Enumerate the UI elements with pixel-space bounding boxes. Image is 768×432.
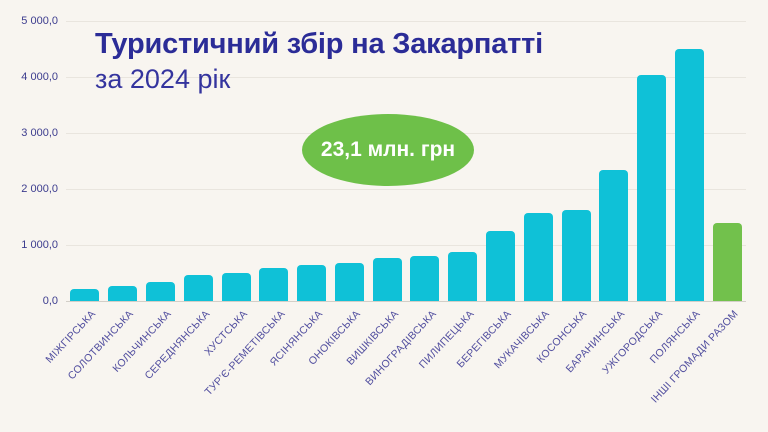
y-axis-label: 2 000,0 [21, 182, 58, 195]
bar-виноградівська [410, 255, 440, 301]
y-axis-label: 0,0 [42, 294, 58, 307]
chart-subtitle: за 2024 рік [95, 64, 231, 94]
y-axis-label: 4 000,0 [21, 70, 58, 83]
gridline [66, 245, 746, 246]
y-axis-label: 1 000,0 [21, 238, 58, 251]
x-axis-label: СОЛОТВИНСЬКА [66, 308, 137, 383]
bar-солотвинська [108, 285, 138, 301]
bar-берегівська [485, 231, 515, 301]
bar-мукачівська [523, 213, 553, 301]
bar-вишківська [372, 258, 402, 301]
gridline [66, 77, 746, 78]
bar-баранинська [599, 169, 629, 301]
bar-міжгірська [70, 289, 100, 301]
bar-пилипецька [448, 251, 478, 301]
bar-тур-є-реметівська [259, 267, 289, 301]
bar-хустська [221, 273, 251, 301]
bar-полянська [674, 49, 704, 301]
bar-ужгородська [637, 75, 667, 301]
bar-кольчинська [145, 281, 175, 301]
y-axis-label: 5 000,0 [21, 14, 58, 27]
title-block: Туристичний збір на Закарпатті за 2024 р… [95, 26, 543, 96]
y-axis-label: 3 000,0 [21, 126, 58, 139]
bar-ясінянська [297, 265, 327, 301]
x-axis-label: ВИНОГРАДІВСЬКА [362, 308, 439, 388]
total-amount-badge: 23,1 млн. грн [302, 114, 474, 186]
x-axis-label: СЕРЕДНЯНСЬКА [142, 308, 213, 382]
chart-title: Туристичний збір на Закарпатті [95, 28, 544, 60]
bar-інші-громади-разом [712, 223, 742, 301]
x-axis-line [66, 301, 746, 302]
gridline [66, 189, 746, 190]
gridline [66, 21, 746, 22]
bar-оноківська [334, 263, 364, 301]
total-amount-label: 23,1 млн. грн [320, 138, 456, 161]
bar-середнянська [183, 274, 213, 301]
bar-косонська [561, 209, 591, 301]
